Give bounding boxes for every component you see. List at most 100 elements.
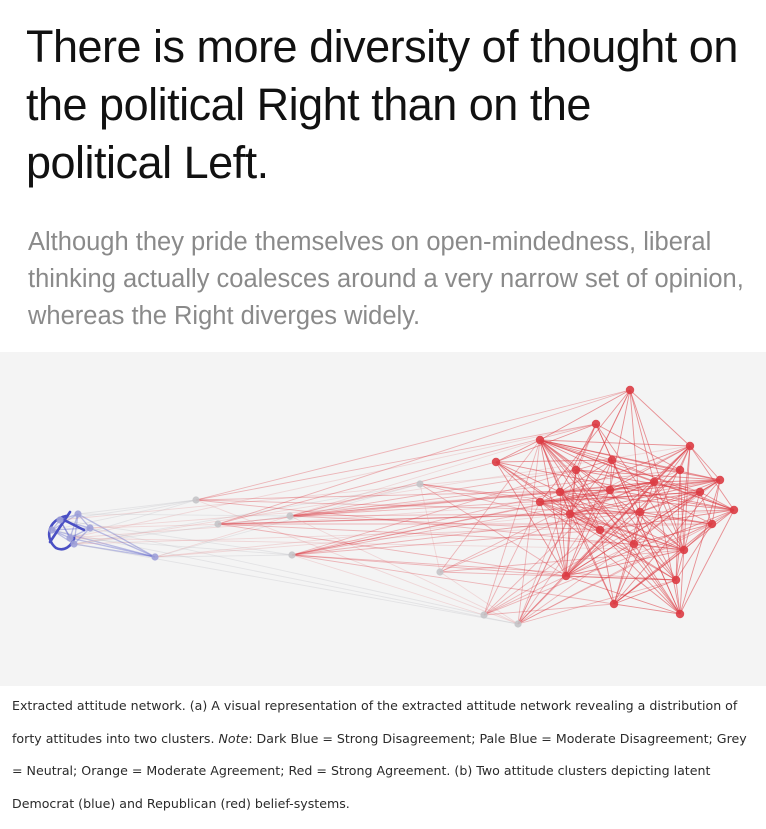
network-edge [289,513,571,517]
network-edge [291,554,615,605]
network-edge [633,491,701,545]
network-edge [73,445,691,545]
network-edge [575,423,597,471]
grey-node [192,496,200,504]
network-edge [483,529,601,616]
network-edge [611,459,677,581]
network-edge [639,511,685,551]
network-edge [69,537,293,556]
network-edge [613,579,677,605]
network-edge [419,483,441,573]
red-node [649,477,659,487]
network-edge [495,461,561,493]
network-edge [291,554,677,581]
network-edge [699,491,713,525]
network-edge [51,529,519,625]
network-edge [483,603,615,616]
network-edge [59,469,577,521]
grey-node [514,620,522,628]
caption-legend-text: : Dark Blue = Strong Disagreement; Pale … [12,730,747,811]
network-edge [629,389,685,551]
network-edge [291,554,485,616]
red-node [679,545,689,555]
red-node [605,485,615,495]
network-edge [565,549,685,577]
red-node [715,475,725,485]
red-node [591,419,601,429]
red-node [595,525,605,535]
red-node [565,509,575,519]
grey-node [288,551,296,559]
network-edge [679,469,685,551]
network-edge [77,513,156,558]
network-edge [609,389,631,491]
network-edge [569,479,721,515]
network-edge [609,489,735,511]
network-edge [89,527,485,616]
network-edge [73,543,519,625]
network-edge [217,423,597,525]
red-node [675,609,685,619]
network-edge [419,483,541,503]
grey-node [286,512,294,520]
network-edge [565,513,571,577]
network-edge [539,491,701,503]
network-edge [539,439,701,493]
network-edge [565,491,701,577]
network-edge [559,491,635,545]
grey-node [214,520,222,528]
network-edge [609,445,691,491]
figure-caption: Extracted attitude network. (a) A visual… [12,690,756,820]
network-edge [613,479,721,605]
network-edge [291,554,567,577]
red-node [675,465,685,475]
network-edge [439,549,685,573]
network-edge [569,491,701,515]
network-edge [217,389,631,525]
network-edge [69,499,197,539]
red-node [685,441,695,451]
network-edge [675,523,713,581]
network-edge [559,489,611,493]
red-node [571,465,581,475]
network-edge [69,537,156,558]
network-edge [609,489,635,545]
network-edge [59,499,197,521]
network-edge [633,523,713,545]
network-edge [539,439,691,447]
network-edge [483,479,721,616]
network-edge [539,479,721,503]
network-edge [639,479,721,513]
network-edges [47,389,735,625]
network-edge [51,513,79,531]
network-edge [69,423,597,539]
network-edge [59,519,293,556]
network-edge [639,491,701,513]
network-edge [559,491,641,513]
blue-node [56,516,64,524]
red-node [707,519,717,529]
grey-node [436,568,444,576]
network-edge [699,491,735,511]
network-edge [559,491,567,577]
network-edge [73,543,156,558]
network-edge [679,479,721,615]
red-node [491,457,501,467]
network-edge [565,469,681,577]
network-edge [559,481,655,493]
network-edge [517,423,597,625]
network-edge [69,491,701,539]
network-edge [539,501,567,577]
network-edge [683,491,701,551]
network-edge [217,523,567,577]
network-edge [195,389,631,501]
network-edge [595,423,681,471]
network-edge [289,469,577,517]
network-edge [495,461,571,515]
network-edge [291,469,577,556]
network-edge [517,489,611,625]
network-edge [639,511,713,525]
network-edge [565,469,577,577]
network-edge [517,579,677,625]
network-edge [639,469,681,513]
